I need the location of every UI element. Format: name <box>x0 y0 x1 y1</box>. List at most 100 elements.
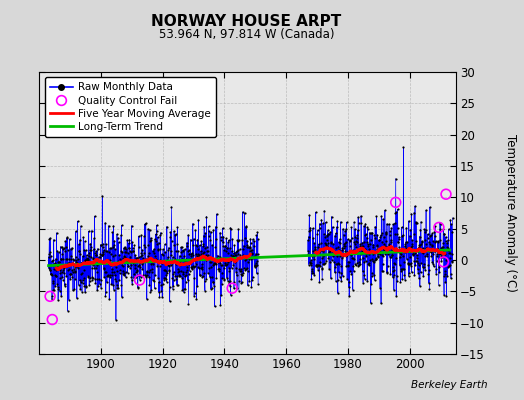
Point <box>378 239 387 245</box>
Point <box>350 239 358 246</box>
Point <box>310 256 318 262</box>
Point <box>411 203 419 209</box>
Point <box>144 226 152 232</box>
Point <box>66 236 74 242</box>
Point <box>342 226 350 232</box>
Point <box>401 241 409 247</box>
Point <box>320 231 328 237</box>
Point <box>203 252 212 259</box>
Point <box>89 255 97 261</box>
Point <box>204 232 213 239</box>
Point <box>176 262 184 268</box>
Point <box>354 262 363 269</box>
Point <box>219 233 227 240</box>
Point <box>45 251 53 258</box>
Point <box>248 251 256 257</box>
Point <box>306 224 314 231</box>
Point <box>53 281 61 287</box>
Point <box>237 266 245 272</box>
Point <box>334 269 343 276</box>
Point <box>332 261 340 268</box>
Point <box>199 243 207 250</box>
Point <box>168 274 177 281</box>
Point <box>441 238 450 244</box>
Point <box>195 242 204 248</box>
Legend: Raw Monthly Data, Quality Control Fail, Five Year Moving Average, Long-Term Tren: Raw Monthly Data, Quality Control Fail, … <box>45 77 216 137</box>
Point <box>111 246 119 253</box>
Point <box>343 252 351 258</box>
Point <box>430 248 438 254</box>
Point <box>412 255 421 261</box>
Point <box>166 284 174 291</box>
Point <box>229 253 237 259</box>
Point <box>104 259 113 266</box>
Point <box>107 268 116 275</box>
Point <box>433 250 441 257</box>
Point <box>136 259 144 266</box>
Point <box>197 251 205 257</box>
Point <box>331 249 339 255</box>
Point <box>254 236 262 242</box>
Point <box>64 296 73 303</box>
Point <box>49 257 57 263</box>
Point <box>397 268 405 274</box>
Point <box>100 274 108 280</box>
Point <box>405 273 413 279</box>
Point <box>52 262 61 269</box>
Point <box>171 231 180 237</box>
Point <box>177 274 185 281</box>
Point <box>319 252 327 259</box>
Point <box>253 270 261 276</box>
Point <box>356 241 364 248</box>
Point <box>192 260 200 267</box>
Point <box>107 281 115 288</box>
Point <box>57 293 66 299</box>
Point <box>423 250 432 257</box>
Point <box>392 293 400 299</box>
Point <box>368 230 377 236</box>
Point <box>71 268 79 274</box>
Point <box>150 236 159 242</box>
Point <box>56 270 64 276</box>
Point <box>187 252 195 259</box>
Point <box>183 267 191 274</box>
Point <box>52 273 60 279</box>
Point <box>401 249 410 255</box>
Point <box>232 272 241 279</box>
Point <box>100 264 108 271</box>
Point <box>147 286 156 293</box>
Point <box>241 235 249 241</box>
Point <box>191 256 199 263</box>
Point <box>171 232 179 238</box>
Point <box>323 243 331 249</box>
Point <box>103 273 112 279</box>
Point <box>178 286 187 293</box>
Point <box>216 234 225 240</box>
Point <box>117 222 126 228</box>
Point <box>100 247 108 253</box>
Point <box>189 262 198 269</box>
Point <box>129 259 138 266</box>
Point <box>224 239 232 246</box>
Point <box>310 253 318 259</box>
Point <box>252 232 260 239</box>
Point <box>392 254 400 261</box>
Point <box>245 278 254 284</box>
Point <box>200 232 208 239</box>
Point <box>377 232 385 238</box>
Point <box>183 242 192 249</box>
Point <box>305 228 313 234</box>
Point <box>85 252 93 259</box>
Point <box>431 233 439 239</box>
Point <box>396 278 405 285</box>
Point <box>419 245 427 251</box>
Point <box>379 253 388 259</box>
Point <box>166 234 174 240</box>
Point <box>367 280 376 287</box>
Point <box>414 262 423 268</box>
Point <box>189 236 198 242</box>
Point <box>346 252 355 258</box>
Point <box>142 273 150 280</box>
Point <box>405 270 413 276</box>
Point <box>428 243 436 249</box>
